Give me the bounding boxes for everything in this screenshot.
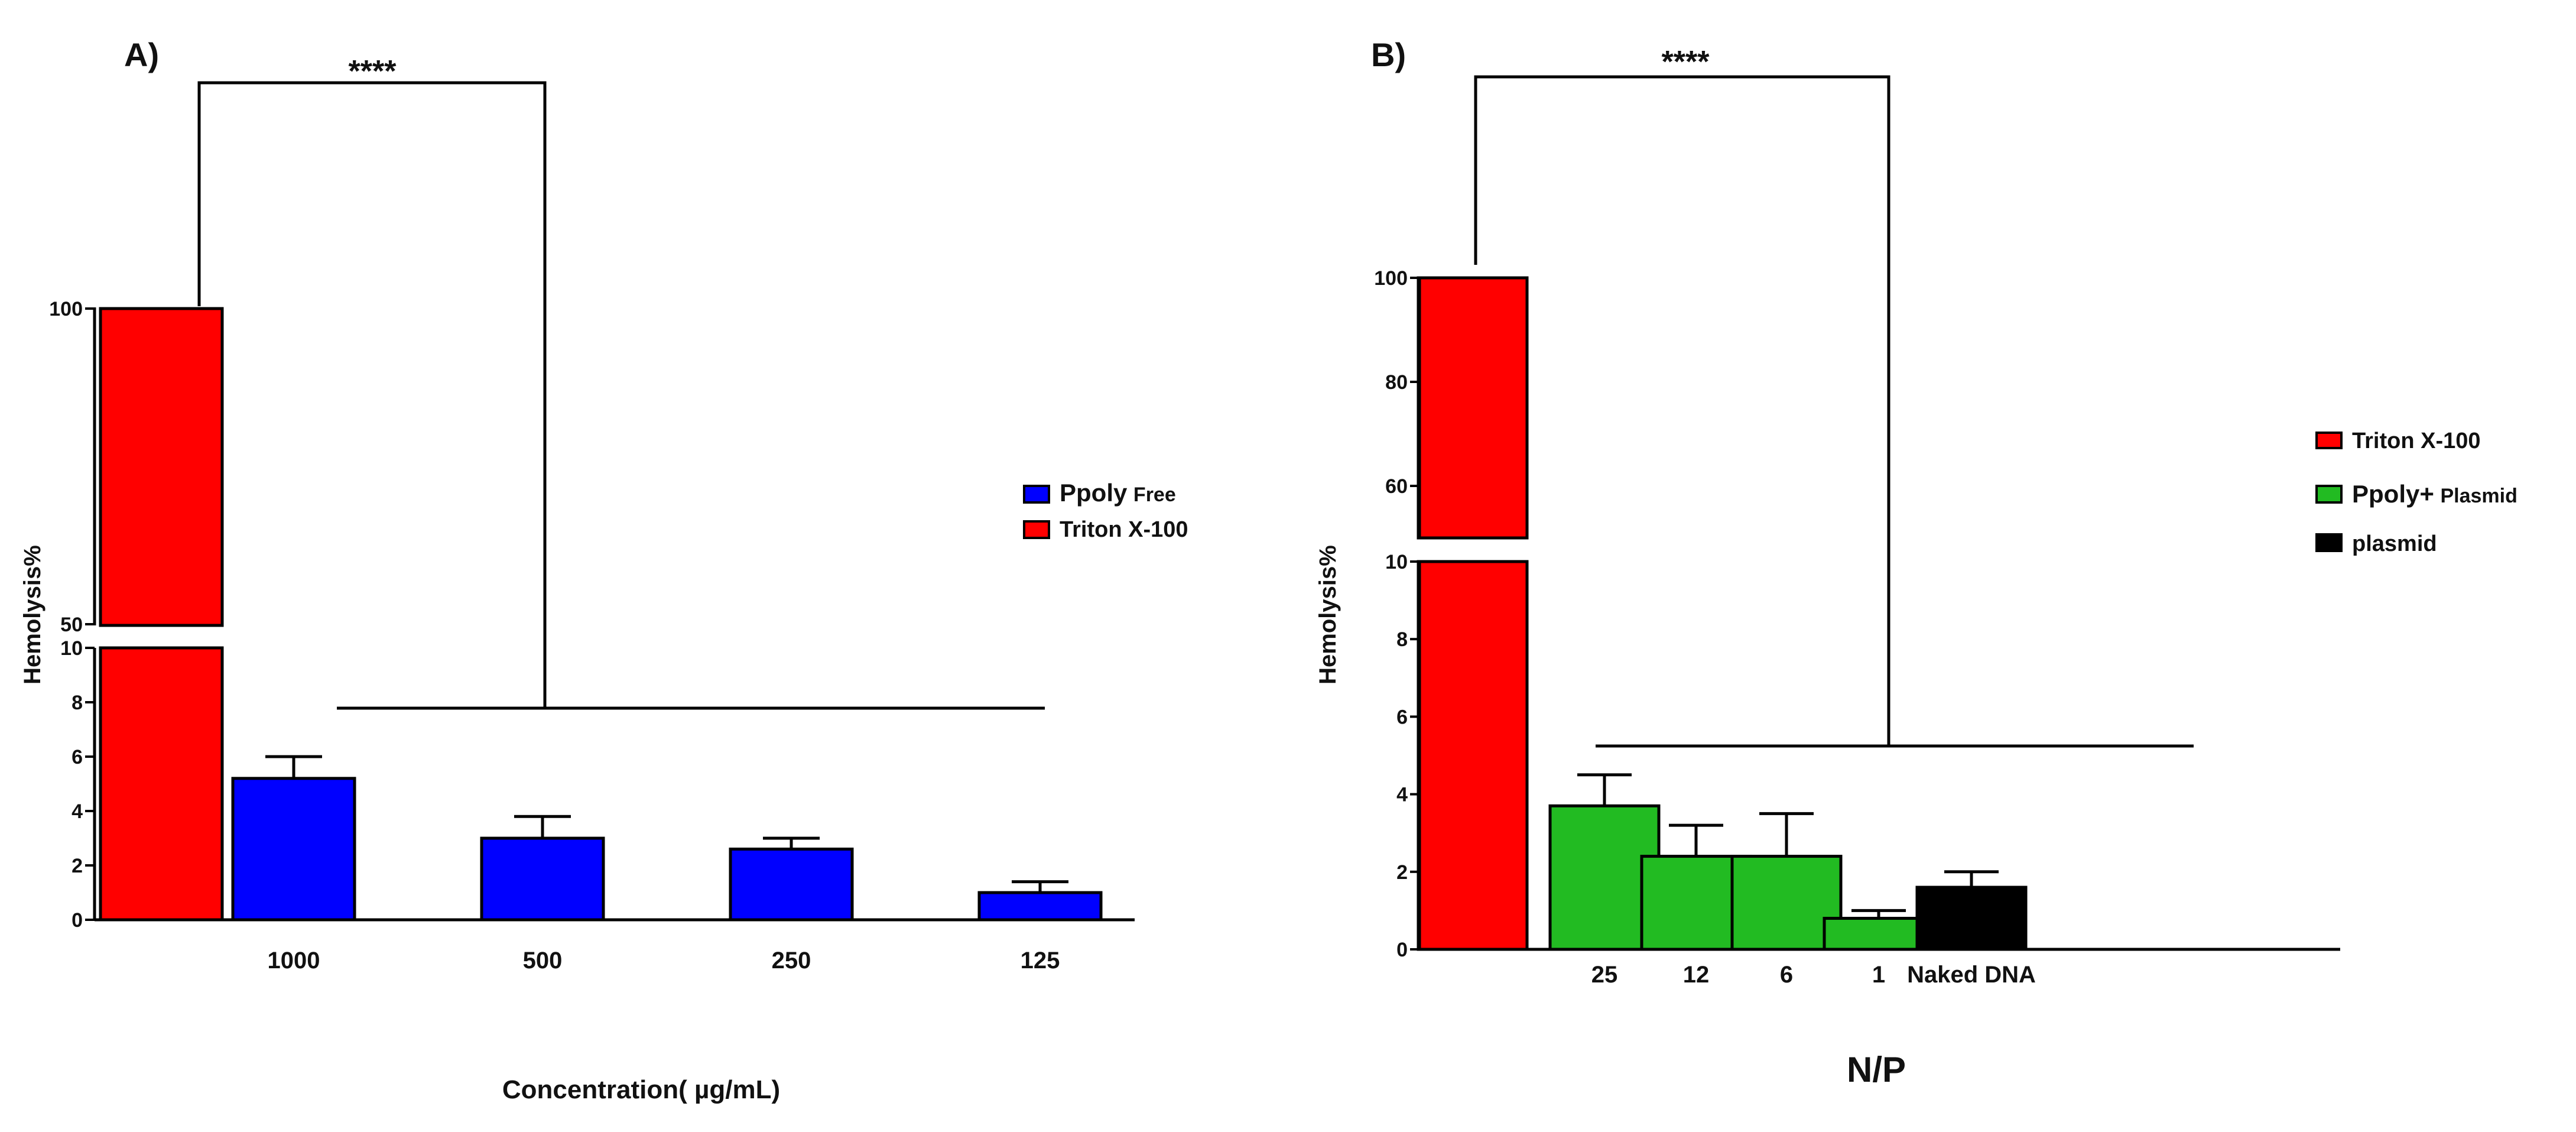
- panel-a-label: A): [124, 36, 159, 73]
- panel-b-y-tick-100: 100: [1374, 267, 1408, 290]
- panel-a-y-tick-50: 50: [60, 614, 83, 636]
- panel-a-legend-triton: Triton X-100: [1060, 517, 1188, 542]
- panel-b-legend-triton: Triton X-100: [2352, 429, 2481, 453]
- panel-a-y-tick-100: 100: [49, 298, 83, 320]
- panel-b-y-tick-6: 6: [1396, 706, 1408, 728]
- panel-a-bar-triton-x-100-upper: [99, 307, 224, 627]
- panel-a-y-axis-title: Hemolysis%: [20, 545, 46, 685]
- panel-b-legend-swatch-ppoly: [2315, 485, 2343, 504]
- panel-b-x-axis-title: N/P: [1847, 1050, 1906, 1089]
- panel-b-legend-ppoly-sub: Plasmid: [2440, 485, 2517, 507]
- panel-b-x-tick-25: 25: [1591, 962, 1618, 988]
- panel-b-bar-naked-dna: [1915, 886, 2028, 951]
- panel-b-y-tick-8: 8: [1396, 628, 1408, 651]
- panel-b-label: B): [1371, 36, 1406, 73]
- panel-b-y-tick-80: 80: [1385, 371, 1408, 394]
- panel-b-bar-triton-x-100-upper: [1417, 276, 1529, 540]
- panel-a-significance-bracket: [197, 81, 547, 708]
- panel-a-bar-1000: [231, 777, 356, 922]
- panel-a-legend-ppoly: Ppoly Free: [1060, 479, 1176, 507]
- panel-b: B) **** 0 2 4 6 8 10 60 80 100 25 12 6 1 Naked D…: [1315, 36, 2517, 1089]
- panel-b-significance-bracket: [1474, 75, 1890, 746]
- panel-b-y-tick-10: 10: [1385, 551, 1408, 573]
- panel-b-bar-triton-x-100-lower: [1417, 560, 1529, 951]
- panel-a-bar-500: [480, 836, 605, 922]
- panel-b-x-tick-12: 12: [1683, 962, 1710, 988]
- panel-a-y-tick-6: 6: [72, 746, 83, 768]
- panel-a-legend-swatch-ppoly: [1023, 485, 1050, 504]
- panel-a-bar-triton-x-100-lower: [99, 646, 224, 922]
- panel-a-x-tick-125: 125: [1021, 948, 1060, 974]
- panel-b-legend: Triton X-100 Ppoly+ Plasmid plasmid: [2315, 429, 2517, 556]
- panel-b-legend-ppoly-main: Ppoly+: [2352, 480, 2434, 508]
- panel-a-y-tick-4: 4: [72, 800, 83, 823]
- panel-b-legend-swatch-plasmid: [2315, 533, 2343, 552]
- panel-a-legend-ppoly-sub: Free: [1133, 484, 1176, 506]
- panel-b-y-tick-4: 4: [1396, 784, 1408, 806]
- panel-a-legend-swatch-triton: [1023, 520, 1050, 539]
- panel-a-legend: Ppoly Free Triton X-100: [1023, 479, 1188, 542]
- panel-a-x-tick-1000: 1000: [268, 948, 320, 974]
- panel-b-significance: ****: [1662, 45, 1710, 79]
- panel-b-legend-ppoly: Ppoly+ Plasmid: [2352, 480, 2517, 508]
- panel-a-legend-ppoly-main: Ppoly: [1060, 479, 1128, 507]
- panel-b-x-tick-6: 6: [1780, 962, 1793, 988]
- panel-b-y-tick-0: 0: [1396, 939, 1408, 961]
- panel-a-x-tick-250: 250: [772, 948, 811, 974]
- panel-a-y-tick-0: 0: [72, 909, 83, 932]
- panel-b-legend-swatch-triton: [2315, 432, 2343, 449]
- panel-a-bar-250: [729, 847, 854, 922]
- panel-b-y-tick-2: 2: [1396, 861, 1408, 884]
- panel-b-x-tick-1: 1: [1872, 962, 1885, 988]
- panel-a-y-tick-2: 2: [72, 855, 83, 877]
- panel-a-bar-125: [977, 891, 1103, 922]
- panel-b-y-tick-60: 60: [1385, 475, 1408, 498]
- panel-b-x-tick-naked-dna: Naked DNA: [1907, 962, 2036, 988]
- panel-b-legend-plasmid: plasmid: [2352, 531, 2437, 556]
- panel-a-y-tick-10: 10: [60, 637, 83, 660]
- panel-a-x-tick-500: 500: [523, 948, 563, 974]
- panel-a-x-axis-title: Concentration( µg/mL): [502, 1075, 780, 1104]
- panel-b-y-axis-title: Hemolysis%: [1315, 545, 1341, 685]
- panel-a-y-tick-8: 8: [72, 692, 83, 714]
